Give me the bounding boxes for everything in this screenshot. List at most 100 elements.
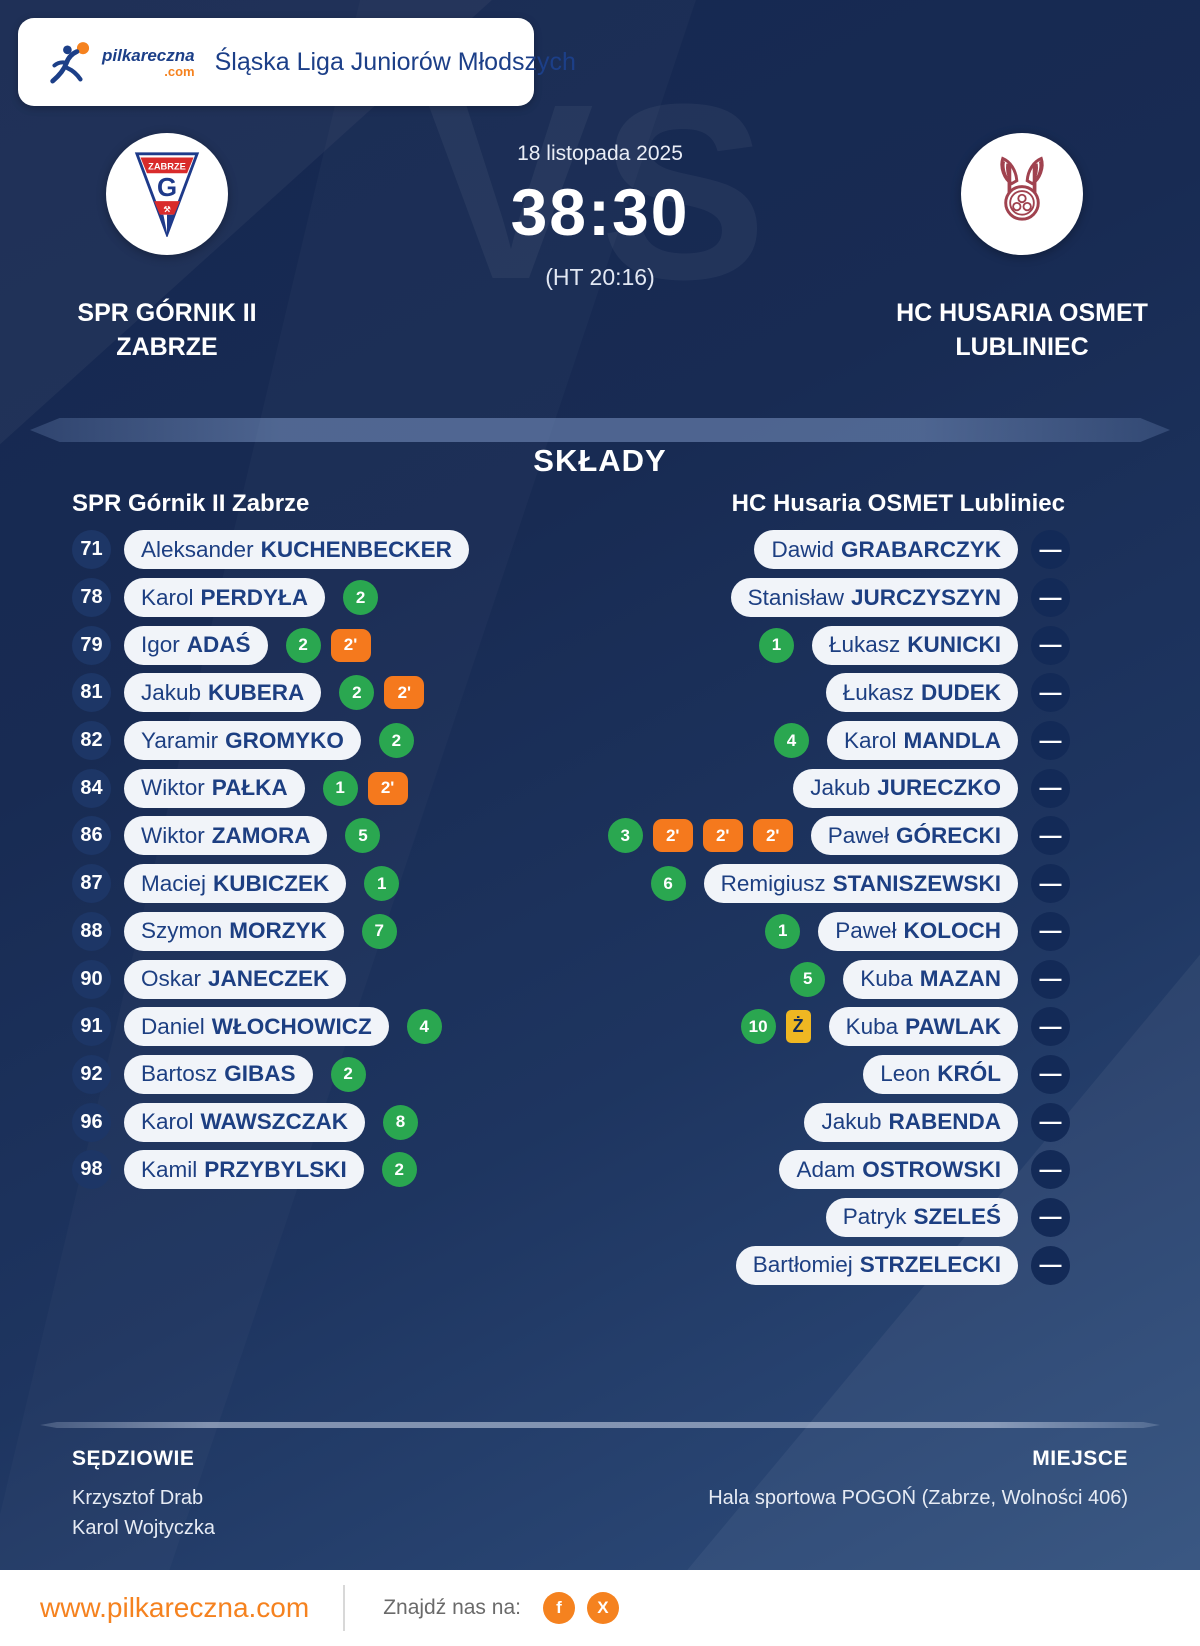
player-first-name: Remigiusz xyxy=(720,870,826,896)
goals-badge: 4 xyxy=(406,1009,442,1045)
two-minute-badge: 2' xyxy=(384,676,425,710)
player-row: 98 Kamil PRZYBYLSKI 2 xyxy=(0,1146,600,1194)
away-team-name-line2: LUBLINIEC xyxy=(955,332,1089,361)
player-first-name: Kuba xyxy=(845,1013,899,1039)
goals-badge: 10 xyxy=(740,1009,776,1045)
player-row: 5 Kuba MAZAN — xyxy=(600,955,1200,1003)
player-last-name: GIBAS xyxy=(224,1061,296,1087)
player-name-pill: Dawid GRABARCZYK xyxy=(754,530,1018,570)
home-team-name-line2: ZABRZE xyxy=(116,332,218,361)
svg-text:G: G xyxy=(157,174,177,202)
venue-name: Hala sportowa POGOŃ (Zabrze, Wolności 40… xyxy=(708,1487,1128,1509)
goals-badge: 5 xyxy=(790,961,826,997)
halftime-score: (HT 20:16) xyxy=(545,264,655,290)
home-team-logo: ZABRZE G ⚒ xyxy=(106,133,228,255)
player-name-pill: Jakub KUBERA xyxy=(124,673,322,713)
player-name-pill: Igor ADAŚ xyxy=(124,625,268,665)
venue-label: MIEJSCE xyxy=(1032,1447,1128,1470)
player-number-circle: 78 xyxy=(72,578,111,618)
no-number-circle: — xyxy=(1031,530,1070,570)
facebook-icon[interactable]: f xyxy=(542,1592,575,1624)
player-first-name: Łukasz xyxy=(842,679,914,705)
no-number-circle: — xyxy=(1031,1245,1070,1285)
away-team-name: HC HUSARIA OSMET LUBLINIEC xyxy=(896,297,1148,365)
player-number-circle: 82 xyxy=(72,721,111,761)
player-last-name: GÓRECKI xyxy=(895,822,1001,848)
player-name-pill: Adam OSTROWSKI xyxy=(779,1150,1018,1190)
player-first-name: Paweł xyxy=(827,822,889,848)
player-last-name: KOLOCH xyxy=(903,918,1002,944)
x-icon[interactable]: X xyxy=(586,1592,619,1624)
player-name-pill: Kamil PRZYBYLSKI xyxy=(124,1150,364,1190)
player-row: Jakub RABENDA — xyxy=(600,1098,1200,1146)
away-team-logo xyxy=(961,133,1083,255)
no-number-circle: — xyxy=(1031,768,1070,808)
player-row: 3 2' 2' 2' Paweł GÓRECKI — xyxy=(600,812,1200,860)
player-last-name: PRZYBYLSKI xyxy=(204,1156,347,1182)
player-number-circle: 79 xyxy=(72,625,111,665)
no-number-circle: — xyxy=(1031,721,1070,761)
player-row: 87 Maciej KUBICZEK 1 xyxy=(0,860,600,908)
player-row: 84 Wiktor PAŁKA 1 2' xyxy=(0,764,600,812)
player-name-pill: Jakub JURECZKO xyxy=(793,768,1018,808)
two-minute-badge: 2' xyxy=(652,819,693,853)
goals-badge: 6 xyxy=(650,866,686,902)
player-row: 91 Daniel WŁOCHOWICZ 4 xyxy=(0,1003,600,1051)
lineups-section-title: SKŁADY xyxy=(533,443,667,478)
player-row: Jakub JURECZKO — xyxy=(600,764,1200,812)
goals-badge: 2 xyxy=(339,675,375,711)
player-last-name: PERDYŁA xyxy=(200,584,309,610)
player-name-pill: Karol WAWSZCZAK xyxy=(124,1102,366,1142)
referees-label: SĘDZIOWIE xyxy=(72,1447,195,1470)
footer-divider xyxy=(343,1585,346,1631)
website-link[interactable]: www.pilkareczna.com xyxy=(40,1592,310,1623)
player-last-name: SZELEŚ xyxy=(913,1204,1001,1230)
player-name-pill: Bartosz GIBAS xyxy=(124,1054,313,1094)
player-first-name: Daniel xyxy=(141,1013,205,1039)
player-name-pill: Paweł KOLOCH xyxy=(818,911,1018,951)
find-us-label: Znajdź nas na: xyxy=(383,1596,521,1619)
footer-bar: www.pilkareczna.com Znajdź nas na: f X xyxy=(0,1570,1200,1646)
away-lineup-header: HC Husaria OSMET Lubliniec xyxy=(731,490,1065,517)
player-row: 4 Karol MANDLA — xyxy=(600,717,1200,765)
player-last-name: KUCHENBECKER xyxy=(260,536,452,562)
player-last-name: PAŁKA xyxy=(211,775,288,801)
player-last-name: STANISZEWSKI xyxy=(832,870,1001,896)
goals-badge: 1 xyxy=(322,770,358,806)
player-row: 78 Karol PERDYŁA 2 xyxy=(0,574,600,622)
goals-badge: 1 xyxy=(758,627,794,663)
no-number-circle: — xyxy=(1031,959,1070,999)
away-player-list: Dawid GRABARCZYK — Stanisław JURCZYSZYN — 1 Łuk… xyxy=(600,526,1200,1289)
player-last-name: JURECZKO xyxy=(877,775,1001,801)
player-row: 1 Łukasz KUNICKI — xyxy=(600,621,1200,669)
husaria-lubliniec-crest-icon xyxy=(1000,156,1044,221)
player-first-name: Oskar xyxy=(141,966,202,992)
player-number-circle: 88 xyxy=(72,911,111,951)
player-first-name: Leon xyxy=(880,1061,931,1087)
player-first-name: Karol xyxy=(843,727,897,753)
player-last-name: MORZYK xyxy=(229,918,327,944)
player-first-name: Karol xyxy=(141,584,194,610)
player-last-name: JANECZEK xyxy=(208,966,330,992)
player-row: 82 Yaramir GROMYKO 2 xyxy=(0,717,600,765)
player-name-pill: Bartłomiej STRZELECKI xyxy=(735,1245,1018,1285)
player-row: Adam OSTROWSKI — xyxy=(600,1146,1200,1194)
player-last-name: WAWSZCZAK xyxy=(200,1109,349,1135)
goals-badge: 1 xyxy=(364,866,400,902)
player-row: 92 Bartosz GIBAS 2 xyxy=(0,1051,600,1099)
player-last-name: MAZAN xyxy=(919,966,1001,992)
away-team-name-line1: HC HUSARIA OSMET xyxy=(896,299,1148,327)
two-minute-badge: 2' xyxy=(702,819,743,853)
match-date: 18 listopada 2025 xyxy=(517,142,683,165)
no-number-circle: — xyxy=(1031,1102,1070,1142)
player-name-pill: Leon KRÓL xyxy=(863,1054,1018,1094)
player-row: 88 Szymon MORZYK 7 xyxy=(0,908,600,956)
player-name-pill: Yaramir GROMYKO xyxy=(124,721,361,761)
home-lineup-header: SPR Górnik II Zabrze xyxy=(72,490,310,517)
player-number-circle: 86 xyxy=(72,816,111,856)
goals-badge: 4 xyxy=(773,723,809,759)
svg-text:ZABRZE: ZABRZE xyxy=(148,162,186,172)
no-number-circle: — xyxy=(1031,864,1070,904)
goals-badge: 7 xyxy=(361,913,397,949)
player-last-name: OSTROWSKI xyxy=(862,1156,1001,1182)
